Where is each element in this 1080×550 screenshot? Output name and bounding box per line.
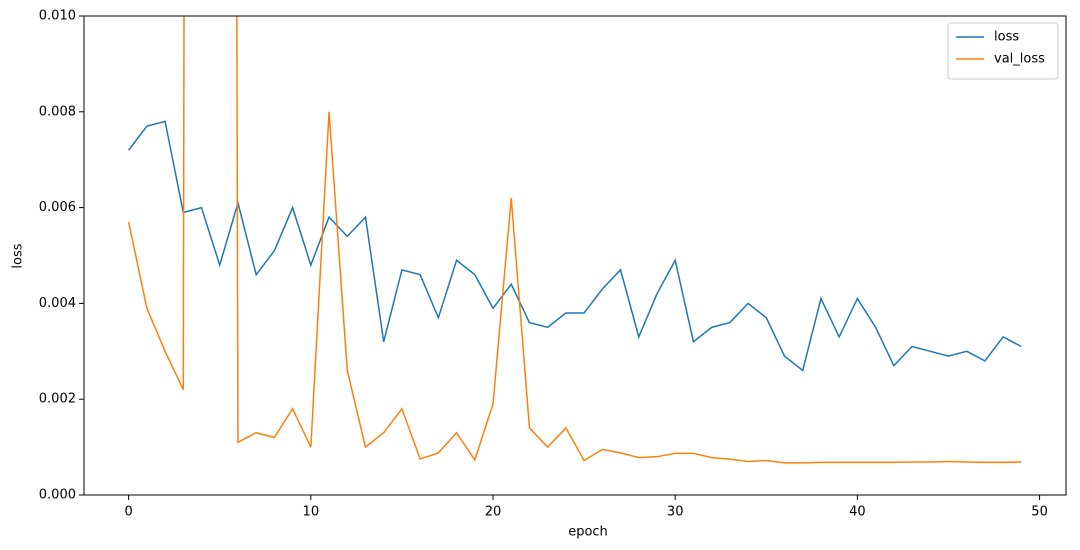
y-tick-label: 0.010 [39,9,76,24]
x-tick-label: 20 [485,505,502,520]
x-tick-label: 30 [667,505,684,520]
y-tick-label: 0.008 [39,104,76,119]
y-tick-label: 0.000 [39,488,76,503]
plot-area [127,16,1022,464]
legend-label: loss [994,30,1019,45]
y-tick-label: 0.006 [39,200,76,215]
y-tick-label: 0.002 [39,392,76,407]
x-axis-label: epoch [568,525,608,540]
legend-label: val_loss [994,52,1045,67]
y-axis-label: loss [11,243,26,268]
line-series [127,16,1022,464]
line-series [128,120,1022,372]
y-tick-label: 0.004 [39,296,76,311]
axes-frame [83,15,1067,496]
x-tick-label: 40 [849,505,866,520]
x-tick-label: 0 [124,505,132,520]
x-tick-label: 50 [1031,505,1048,520]
x-tick-label: 10 [303,505,320,520]
